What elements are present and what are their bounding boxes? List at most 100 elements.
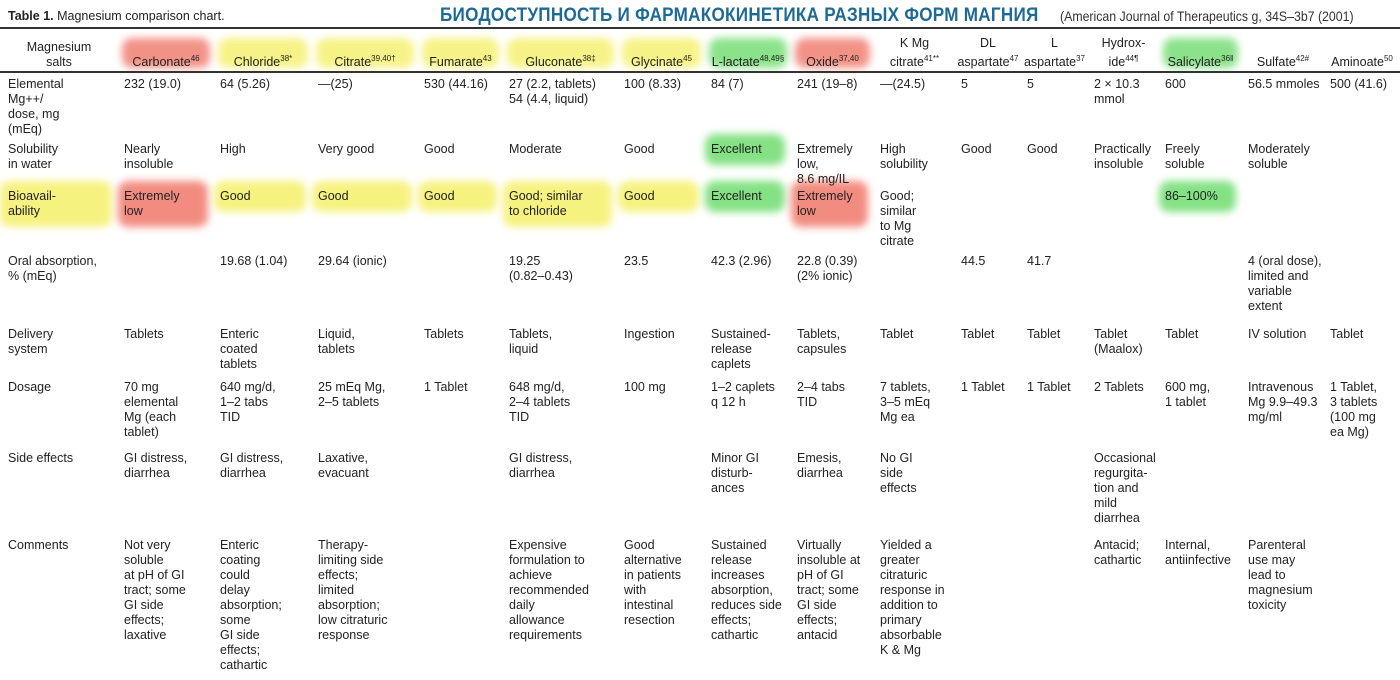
column-reference: 38* bbox=[280, 53, 293, 63]
table-cell: Extremely low bbox=[797, 189, 853, 218]
column-reference: 45 bbox=[683, 53, 692, 63]
header-aminoate: Aminoate50 bbox=[1324, 30, 1400, 70]
table-cell: Occasional regurgita- tion and mild diar… bbox=[1094, 451, 1156, 525]
table-cell: —(25) bbox=[318, 77, 353, 91]
table-cell: Tablet bbox=[1165, 327, 1199, 341]
column-reference: 44¶ bbox=[1125, 53, 1139, 63]
table-cell: IV solution bbox=[1248, 327, 1307, 341]
table-cell: Moderate bbox=[509, 142, 562, 156]
column-name: K Mg citrate bbox=[889, 35, 930, 69]
table-cell: 27 (2.2, tablets) 54 (4.4, liquid) bbox=[509, 77, 596, 106]
row-label: Dosage bbox=[8, 380, 52, 394]
header-label: Magnesium salts bbox=[26, 40, 92, 69]
header-chloride: Chloride38* bbox=[214, 30, 312, 70]
table-cell: 232 (19.0) bbox=[124, 77, 181, 91]
table-cell: Tablet bbox=[880, 327, 914, 341]
table-cell: Liquid, tablets bbox=[318, 327, 355, 356]
table-cell: Good bbox=[1027, 142, 1058, 156]
table-cell: 70 mg elemental Mg (each tablet) bbox=[124, 380, 179, 439]
header-l-lactate: L-lactate48,49§ bbox=[705, 30, 791, 70]
table-cell: 64 (5.26) bbox=[220, 77, 271, 91]
table-cell: Expensive formulation to achieve recomme… bbox=[509, 538, 589, 642]
table-cell: 1–2 caplets q 12 h bbox=[711, 380, 775, 409]
table-cell: Tablet bbox=[1330, 327, 1364, 341]
column-name: Fumarate bbox=[429, 55, 483, 69]
table-cell: 42.3 (2.96) bbox=[711, 254, 772, 268]
header-glycinate: Glycinate45 bbox=[618, 30, 705, 70]
table-caption: Table 1. Magnesium comparison chart. bbox=[8, 9, 225, 23]
table-cell: 19.25 (0.82–0.43) bbox=[509, 254, 573, 283]
table-cell: Good bbox=[961, 142, 992, 156]
table-cell: Tablets, capsules bbox=[797, 327, 847, 356]
column-name: Salicylate bbox=[1167, 55, 1222, 69]
table-cell: 56.5 mmoles bbox=[1248, 77, 1320, 91]
header-carbonate: Carbonate46 bbox=[118, 30, 214, 70]
row-label: Elemental Mg++/ dose, mg (mEq) bbox=[8, 77, 64, 136]
table-cell: Tablets, liquid bbox=[509, 327, 553, 356]
table-cell: 600 bbox=[1165, 77, 1186, 91]
caption-label: Table 1. bbox=[8, 9, 54, 23]
column-reference: 37 bbox=[1076, 53, 1086, 63]
header-gluconate: Gluconate38‡ bbox=[503, 30, 618, 70]
table-cell: Ingestion bbox=[624, 327, 675, 341]
column-reference: 43 bbox=[482, 53, 492, 63]
table-cell: 7 tablets, 3–5 mEq Mg ea bbox=[880, 380, 931, 424]
row-label: Comments bbox=[8, 538, 69, 552]
table-cell: 530 (44.16) bbox=[424, 77, 488, 91]
banner-title: БИОДОСТУПНОСТЬ И ФАРМАКОКИНЕТИКА РАЗНЫХ … bbox=[440, 5, 1039, 26]
table-cell: Extremely low, 8.6 mg/IL bbox=[797, 142, 853, 186]
table-cell: Virtually insoluble at pH of GI tract; s… bbox=[797, 538, 861, 642]
table-cell: 648 mg/d, 2–4 tablets TID bbox=[509, 380, 571, 424]
table-cell: 44.5 bbox=[961, 254, 986, 268]
header-dl-aspartate: DL aspartate47 bbox=[955, 30, 1021, 70]
table-cell: Laxative, evacuant bbox=[318, 451, 369, 480]
row-label: Solubility in water bbox=[8, 142, 59, 171]
column-name: Aminoate bbox=[1331, 55, 1384, 69]
header-citrate: Citrate39,40† bbox=[312, 30, 418, 70]
table-cell: 1 Tablet bbox=[424, 380, 468, 394]
table-cell: High bbox=[220, 142, 246, 156]
table-cell: Sustained- release caplets bbox=[711, 327, 771, 371]
table-cell: 640 mg/d, 1–2 tabs TID bbox=[220, 380, 276, 424]
table-cell: Tablet bbox=[961, 327, 995, 341]
table-cell: Practically insoluble bbox=[1094, 142, 1151, 171]
table-cell: Good bbox=[624, 142, 655, 156]
table-cell: Tablets bbox=[124, 327, 164, 341]
table-cell: Not very soluble at pH of GI tract; some… bbox=[124, 538, 186, 642]
table-cell: Very good bbox=[318, 142, 375, 156]
table-cell: Enteric coated tablets bbox=[220, 327, 259, 371]
table-cell: 5 bbox=[1027, 77, 1034, 91]
column-reference: 39,40† bbox=[371, 53, 396, 63]
column-reference: 42# bbox=[1295, 53, 1310, 63]
table-cell: 500 (41.6) bbox=[1330, 77, 1387, 91]
column-name: L-lactate bbox=[711, 55, 760, 69]
table-cell: Tablet (Maalox) bbox=[1094, 327, 1143, 356]
table-cell: 2 × 10.3 mmol bbox=[1094, 77, 1140, 106]
table-cell: Sustained release increases absorption, … bbox=[711, 538, 782, 642]
table-cell: 5 bbox=[961, 77, 968, 91]
column-reference: 48,49§ bbox=[759, 53, 785, 63]
column-reference: 47 bbox=[1009, 53, 1019, 63]
column-name: Carbonate bbox=[132, 55, 191, 69]
table-cell: Internal, antiinfective bbox=[1165, 538, 1232, 567]
column-reference: 36‖ bbox=[1221, 53, 1234, 63]
table-cell: GI distress, diarrhea bbox=[220, 451, 284, 480]
table-cell: 1 Tablet, 3 tablets (100 mg ea Mg) bbox=[1330, 380, 1378, 439]
table-cell: 84 (7) bbox=[711, 77, 744, 91]
table-cell: Intravenous Mg 9.9–49.3 mg/ml bbox=[1248, 380, 1318, 424]
table-cell: Good alternative in patients with intest… bbox=[624, 538, 682, 627]
column-name: Gluconate bbox=[525, 55, 583, 69]
row-label: Delivery system bbox=[8, 327, 54, 356]
table-cell: High solubility bbox=[880, 142, 928, 171]
table-cell: 41.7 bbox=[1027, 254, 1052, 268]
column-name: Citrate bbox=[334, 55, 372, 69]
header-sulfate: Sulfate42# bbox=[1242, 30, 1324, 70]
table-cell: 23.5 bbox=[624, 254, 649, 268]
row-label: Bioavail- ability bbox=[8, 189, 56, 218]
table-cell: Tablets bbox=[424, 327, 464, 341]
table-cell: 100 mg bbox=[624, 380, 666, 394]
column-reference: 46 bbox=[190, 53, 200, 63]
table-cell: Moderately soluble bbox=[1248, 142, 1310, 171]
table-cell: Tablet bbox=[1027, 327, 1061, 341]
table-cell: 25 mEq Mg, 2–5 tablets bbox=[318, 380, 386, 409]
